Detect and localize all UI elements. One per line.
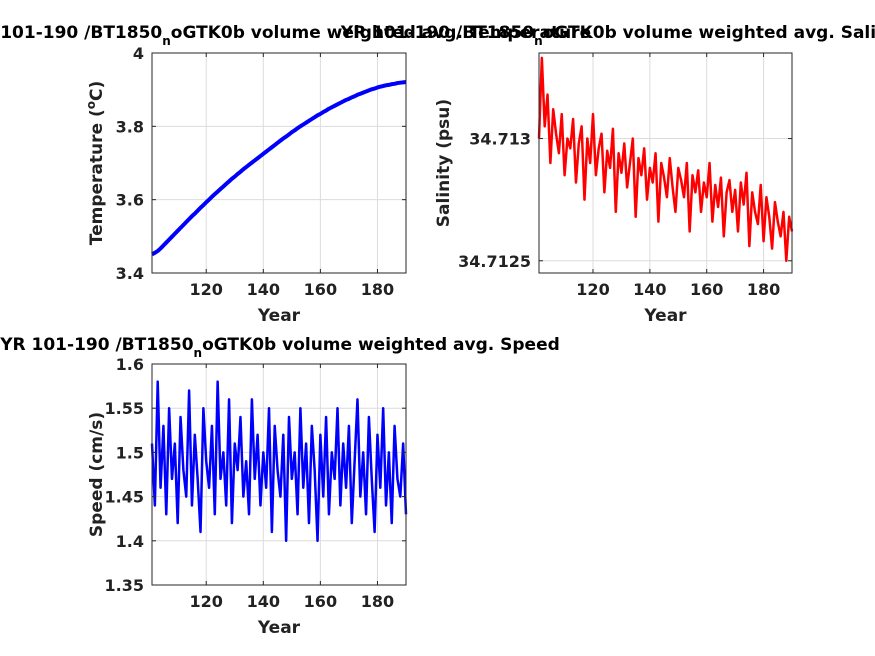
x-tick-label: 120 — [576, 280, 609, 299]
x-axis-label: Year — [643, 306, 687, 326]
x-tick-label: 140 — [247, 592, 280, 611]
chart-3: 120 140 160 180 1.35 1.4 1.45 1.5 1.55 1.6 Year Spe… — [0, 335, 560, 638]
y-tick-label: 3.4 — [116, 264, 144, 283]
y-tick-label: 3.6 — [116, 191, 144, 210]
y-tick-label: 1.55 — [105, 399, 144, 418]
y-tick-label: 3.8 — [116, 117, 144, 136]
x-axis-label: Year — [257, 306, 301, 326]
x-tick-label: 160 — [690, 280, 723, 299]
chart-title: YR 101-190 /BT1850noGTK0b volume weighte… — [0, 23, 591, 48]
y-axis-label: Speed (cm/s) — [87, 412, 107, 537]
x-tick-label: 180 — [747, 280, 780, 299]
x-tick-label: 160 — [304, 592, 337, 611]
plot-area — [152, 53, 406, 273]
chart-2: 120 140 160 180 34.7125 34.713 Year Salinity (p… — [340, 23, 875, 326]
axes-box — [538, 52, 793, 274]
chart-title: YR 101-190 /BT1850noGTK0b volume weighte… — [0, 335, 560, 360]
axes-box — [151, 363, 407, 586]
x-tick-label: 160 — [304, 280, 337, 299]
axes-box — [151, 52, 407, 274]
subscript: n — [534, 34, 543, 48]
x-tick-label: 140 — [247, 280, 280, 299]
y-tick-label: 1.5 — [116, 443, 144, 462]
series-line — [150, 380, 408, 543]
y-tick-label: 1.4 — [116, 532, 144, 551]
subscript: n — [194, 346, 203, 360]
series-line — [537, 56, 794, 263]
x-axis-label: Year — [257, 618, 301, 638]
chart-title: YR 101-190 /BT1850noGTK0b volume weighte… — [340, 23, 875, 48]
y-tick-label: 1.35 — [105, 576, 144, 595]
y-tick-label: 34.7125 — [458, 252, 531, 271]
x-tick-label: 120 — [190, 280, 223, 299]
x-tick-label: 180 — [361, 280, 394, 299]
y-tick-label: 34.713 — [469, 130, 531, 149]
chart-1: 120 140 160 180 3.4 3.6 3.8 4 Year Temperature (o… — [0, 23, 591, 326]
y-axis-label: Temperature (oC) — [84, 81, 107, 245]
superscript: o — [84, 101, 98, 109]
x-tick-label: 120 — [190, 592, 223, 611]
y-tick-label: 4 — [133, 44, 144, 63]
x-tick-label: 140 — [633, 280, 666, 299]
y-axis-label: Salinity (psu) — [434, 99, 454, 227]
subscript: n — [162, 34, 171, 48]
series-line — [151, 79, 407, 257]
y-tick-label: 1.6 — [116, 355, 144, 374]
x-tick-label: 180 — [361, 592, 394, 611]
y-tick-label: 1.45 — [105, 488, 144, 507]
